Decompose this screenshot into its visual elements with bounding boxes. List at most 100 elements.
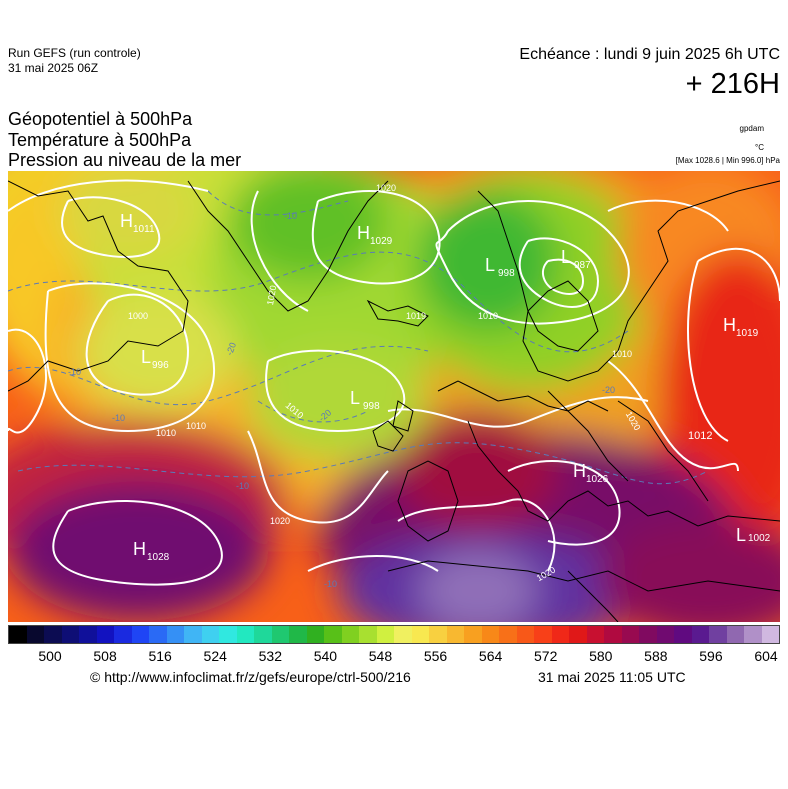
- color-swatch: [744, 626, 762, 643]
- color-swatch: [254, 626, 272, 643]
- isobar-label: 1020: [265, 284, 278, 305]
- run-date: 31 mai 2025 06Z: [8, 61, 99, 75]
- color-scale-bar: [8, 625, 780, 644]
- isotherm-label: -10: [68, 367, 81, 377]
- color-swatch: [219, 626, 237, 643]
- color-scale-tick: 532: [258, 648, 282, 664]
- color-swatch: [26, 626, 44, 643]
- color-swatch: [691, 626, 709, 643]
- isobar-lines: [8, 179, 780, 586]
- render-time: 31 mai 2025 11:05 UTC: [538, 669, 686, 685]
- geopotential-field: H 1011 H 1029 L 998 L 987 H 1019 L 996 L…: [8, 171, 780, 622]
- color-swatch: [516, 626, 534, 643]
- unit-geopotential: gpdam: [739, 124, 764, 133]
- color-scale-tick: 548: [368, 648, 393, 664]
- color-swatch: [569, 626, 587, 643]
- color-swatch: [446, 626, 464, 643]
- color-swatch: [149, 626, 167, 643]
- pressure-center-value: 1011: [133, 224, 155, 235]
- color-swatch: [394, 626, 412, 643]
- color-swatch: [586, 626, 604, 643]
- lead-time: + 216H: [685, 68, 780, 100]
- pressure-max-min: [Max 1028.6 | Min 996.0] hPa: [675, 156, 780, 165]
- pressure-center-type: L: [736, 525, 746, 545]
- color-swatch: [464, 626, 482, 643]
- isobar-label: 1012: [688, 430, 712, 442]
- pressure-center-type: H: [120, 211, 133, 231]
- pressure-center-type: L: [350, 388, 360, 408]
- pressure-center-value: 1029: [370, 236, 393, 247]
- color-swatch: [79, 626, 97, 643]
- isotherm-label: -20: [602, 385, 615, 395]
- color-swatch: [674, 626, 692, 643]
- color-swatch: [411, 626, 429, 643]
- copyright-source: © http://www.infoclimat.fr/z/gefs/europe…: [90, 669, 411, 685]
- color-scale-tick: 516: [148, 648, 172, 664]
- isotherm-label: -10: [324, 579, 337, 589]
- pressure-center-type: H: [357, 223, 370, 243]
- color-swatch: [359, 626, 377, 643]
- pressure-center-type: H: [723, 315, 736, 335]
- color-scale-tick: 588: [644, 648, 668, 664]
- isotherm-label: -20: [224, 341, 238, 357]
- pressure-center-type: H: [133, 539, 146, 559]
- color-swatch: [429, 626, 447, 643]
- isobar-label: 1020: [376, 183, 396, 193]
- color-swatch: [709, 626, 727, 643]
- color-swatch: [306, 626, 324, 643]
- isobar-label: 1010: [612, 349, 632, 359]
- color-swatch: [604, 626, 622, 643]
- color-swatch: [639, 626, 657, 643]
- pressure-center-value: 1026: [586, 474, 609, 485]
- color-swatch: [761, 626, 779, 643]
- color-swatch: [131, 626, 149, 643]
- color-scale-tick: 508: [93, 648, 117, 664]
- title-geopotential: Géopotentiel à 500hPa: [8, 109, 193, 129]
- pressure-center-value: 996: [152, 360, 169, 371]
- isotherm-labels: -20 -20 -10 -10 -10 -10 -20 -10: [68, 211, 615, 589]
- pressure-center-value: 998: [498, 268, 515, 279]
- color-swatch: [551, 626, 569, 643]
- pressure-center-value: 998: [363, 401, 380, 412]
- title-pressure: Pression au niveau de la mer: [8, 150, 242, 170]
- isotherm-label: -10: [112, 413, 125, 423]
- coastlines: [8, 180, 780, 622]
- color-swatch: [341, 626, 359, 643]
- color-swatch: [271, 626, 289, 643]
- color-scale-tick: 604: [754, 648, 778, 664]
- pressure-center-type: L: [485, 255, 495, 275]
- pressure-center-type: H: [573, 461, 586, 481]
- color-swatch: [236, 626, 254, 643]
- pressure-center-value: 987: [574, 260, 591, 271]
- pressure-center-value: 1002: [748, 533, 771, 544]
- color-swatch: [9, 626, 27, 643]
- pressure-center-value: 1028: [147, 552, 170, 563]
- isotherm-label: -10: [236, 481, 249, 491]
- isobar-labels: 1020 1020 1019 1010 1000 1010 1010 1010 …: [128, 183, 712, 583]
- color-swatch: [201, 626, 219, 643]
- color-swatch: [376, 626, 394, 643]
- color-swatch: [324, 626, 342, 643]
- weather-map: H 1011 H 1029 L 998 L 987 H 1019 L 996 L…: [8, 171, 780, 622]
- isobar-label: 1000: [128, 311, 148, 321]
- color-swatch: [481, 626, 499, 643]
- color-scale-tick: 524: [203, 648, 227, 664]
- isobar-label: 1019: [406, 311, 426, 321]
- isobar-label: 1020: [270, 516, 290, 526]
- color-swatch: [289, 626, 307, 643]
- color-swatch: [166, 626, 184, 643]
- color-swatch: [499, 626, 517, 643]
- isobar-label: 1010: [186, 421, 206, 431]
- color-swatch: [726, 626, 744, 643]
- color-scale-tick: 500: [38, 648, 62, 664]
- color-swatch: [96, 626, 114, 643]
- color-scale-tick: 556: [423, 648, 448, 664]
- isotherm-lines: [8, 190, 709, 485]
- color-swatch: [184, 626, 202, 643]
- color-scale-ticks: 500 508 516 524 532 540 548 556 564 572 580 588 596 6…: [8, 648, 780, 666]
- color-swatch: [656, 626, 674, 643]
- color-swatch: [44, 626, 62, 643]
- color-swatch: [61, 626, 79, 643]
- color-swatch: [534, 626, 552, 643]
- pressure-center-value: 1019: [736, 328, 759, 339]
